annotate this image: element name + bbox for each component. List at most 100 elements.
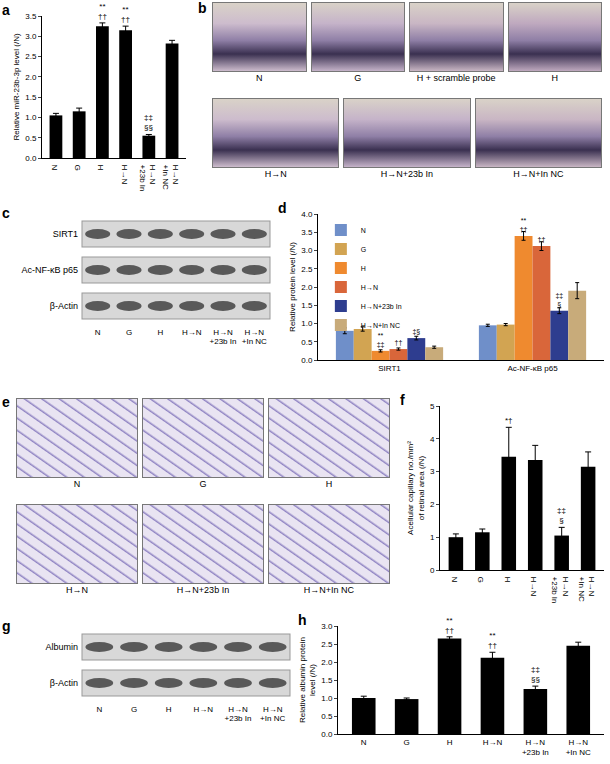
svg-text:**††: **††	[520, 217, 528, 233]
svg-text:1.5: 1.5	[321, 676, 333, 685]
svg-text:H→N+23b In: H→N+23b In	[210, 328, 237, 346]
svg-text:1.0: 1.0	[321, 694, 333, 703]
svg-text:2.5: 2.5	[301, 265, 313, 274]
svg-text:0: 0	[430, 566, 435, 575]
svg-text:SIRT1: SIRT1	[53, 229, 78, 239]
svg-text:H: H	[503, 577, 512, 583]
svg-text:Ac-NF-κB p65: Ac-NF-κB p65	[21, 265, 78, 275]
svg-text:N: N	[450, 577, 459, 583]
svg-text:H→N: H→N	[361, 284, 378, 291]
svg-text:Relative miR-23b-3p level (/N): Relative miR-23b-3p level (/N)	[12, 33, 21, 140]
svg-text:H→N: H→N	[120, 165, 129, 185]
svg-text:2.5: 2.5	[25, 52, 37, 61]
svg-text:1.5: 1.5	[301, 301, 313, 310]
svg-text:G: G	[404, 738, 410, 747]
html-text:H→N+In NC: H→N+In NC	[303, 585, 355, 595]
svg-text:β-Actin: β-Actin	[50, 678, 78, 688]
svg-text:SIRT1: SIRT1	[378, 364, 401, 373]
svg-text:G: G	[361, 246, 366, 253]
svg-text:H→N+23b In: H→N+23b In	[361, 303, 402, 310]
svg-text:H→N+23b In: H→N+23b In	[522, 738, 549, 757]
svg-text:N: N	[50, 165, 59, 171]
svg-text:3.5: 3.5	[301, 228, 313, 237]
svg-text:H→N: H→N	[529, 577, 538, 597]
svg-text:0.0: 0.0	[321, 730, 333, 739]
svg-text:G: G	[131, 705, 137, 714]
svg-text:‡‡§: ‡‡§	[557, 506, 566, 525]
svg-text:*†: *†	[505, 416, 513, 425]
svg-text:Relative albumin proteinlevel: Relative albumin proteinlevel (/N)	[298, 637, 317, 723]
html-text:H→N: H→N	[66, 585, 88, 595]
svg-text:H→N: H→N	[483, 738, 503, 747]
svg-text:4.0: 4.0	[301, 210, 313, 219]
svg-text:G: G	[476, 577, 485, 583]
svg-text:Ac-NF-κB p65: Ac-NF-κB p65	[507, 364, 558, 373]
svg-text:0.0: 0.0	[301, 356, 313, 365]
svg-text:N: N	[361, 227, 366, 234]
svg-text:H: H	[166, 705, 172, 714]
html-text:H→N: H→N	[264, 169, 287, 179]
svg-text:4: 4	[430, 435, 435, 444]
svg-text:H: H	[361, 265, 366, 272]
svg-text:Acellular capillary no./mm²of: Acellular capillary no./mm²of retinal ar…	[406, 441, 425, 535]
svg-text:H→N+23b In: H→N+23b In	[225, 705, 252, 723]
svg-text:2.5: 2.5	[321, 640, 333, 649]
svg-text:3.5: 3.5	[25, 12, 37, 21]
svg-text:N: N	[95, 328, 101, 337]
svg-text:3: 3	[430, 467, 435, 476]
svg-text:N: N	[361, 738, 367, 747]
svg-text:N: N	[96, 705, 102, 714]
svg-text:2: 2	[430, 500, 435, 509]
html-text:H→N+23b In: H→N+23b In	[176, 585, 230, 595]
svg-text:0.5: 0.5	[25, 134, 37, 143]
svg-text:1.0: 1.0	[25, 113, 37, 122]
svg-text:H→N: H→N	[194, 705, 214, 714]
svg-text:G: G	[73, 165, 82, 171]
html-text:H + scramble probe: H + scramble probe	[416, 73, 496, 83]
svg-text:H: H	[96, 165, 105, 171]
svg-text:††: ††	[394, 339, 402, 346]
svg-text:1.5: 1.5	[25, 93, 37, 102]
svg-text:‡‡§: ‡‡§	[555, 292, 563, 308]
html-text:d: d	[278, 200, 287, 216]
svg-text:H: H	[447, 738, 453, 747]
svg-text:H→N+In NC: H→N+In NC	[577, 577, 596, 602]
svg-text:**††: **††	[445, 616, 454, 635]
svg-text:3.0: 3.0	[321, 622, 333, 631]
svg-text:Relative protein level (/N): Relative protein level (/N)	[288, 242, 297, 332]
svg-text:Albumin: Albumin	[45, 642, 78, 652]
svg-text:H→N: H→N	[182, 328, 202, 337]
svg-text:5: 5	[430, 402, 435, 411]
svg-text:1.0: 1.0	[301, 319, 313, 328]
html-text:h: h	[298, 612, 307, 628]
svg-text:2.0: 2.0	[321, 658, 333, 667]
html-text:H→N+In NC: H→N+In NC	[513, 169, 564, 179]
svg-text:3.0: 3.0	[25, 32, 37, 41]
svg-text:H→N+In NC: H→N+In NC	[566, 738, 591, 757]
svg-text:††: ††	[537, 236, 545, 243]
svg-text:1: 1	[430, 533, 435, 542]
svg-text:0.0: 0.0	[25, 154, 37, 163]
svg-text:H→N+In NC: H→N+In NC	[161, 165, 180, 190]
svg-text:H: H	[157, 328, 163, 337]
svg-text:H→N+In NC: H→N+In NC	[242, 328, 267, 346]
svg-text:H→N+23b In: H→N+23b In	[550, 577, 569, 604]
svg-text:0.5: 0.5	[321, 712, 333, 721]
svg-text:G: G	[126, 328, 132, 337]
html-text:H→N+23b In: H→N+23b In	[380, 169, 434, 179]
svg-text:2.0: 2.0	[301, 283, 313, 292]
svg-text:**††: **††	[121, 5, 130, 24]
svg-text:2.0: 2.0	[25, 73, 37, 82]
svg-text:3.0: 3.0	[301, 246, 313, 255]
svg-text:**‡‡: **‡‡	[377, 332, 385, 348]
svg-text:H→N+In NC: H→N+In NC	[361, 322, 400, 329]
svg-text:**††: **††	[98, 2, 107, 21]
svg-text:**††: **††	[488, 631, 497, 650]
svg-text:β-Actin: β-Actin	[50, 301, 78, 311]
svg-text:H→N+In NC: H→N+In NC	[260, 705, 285, 723]
svg-text:H→N+23b In: H→N+23b In	[138, 165, 157, 192]
svg-text:‡‡§§: ‡‡§§	[144, 113, 153, 132]
svg-text:‡‡§§: ‡‡§§	[531, 665, 540, 684]
svg-text:0.5: 0.5	[301, 338, 313, 347]
svg-text:‡§: ‡§	[412, 328, 420, 335]
